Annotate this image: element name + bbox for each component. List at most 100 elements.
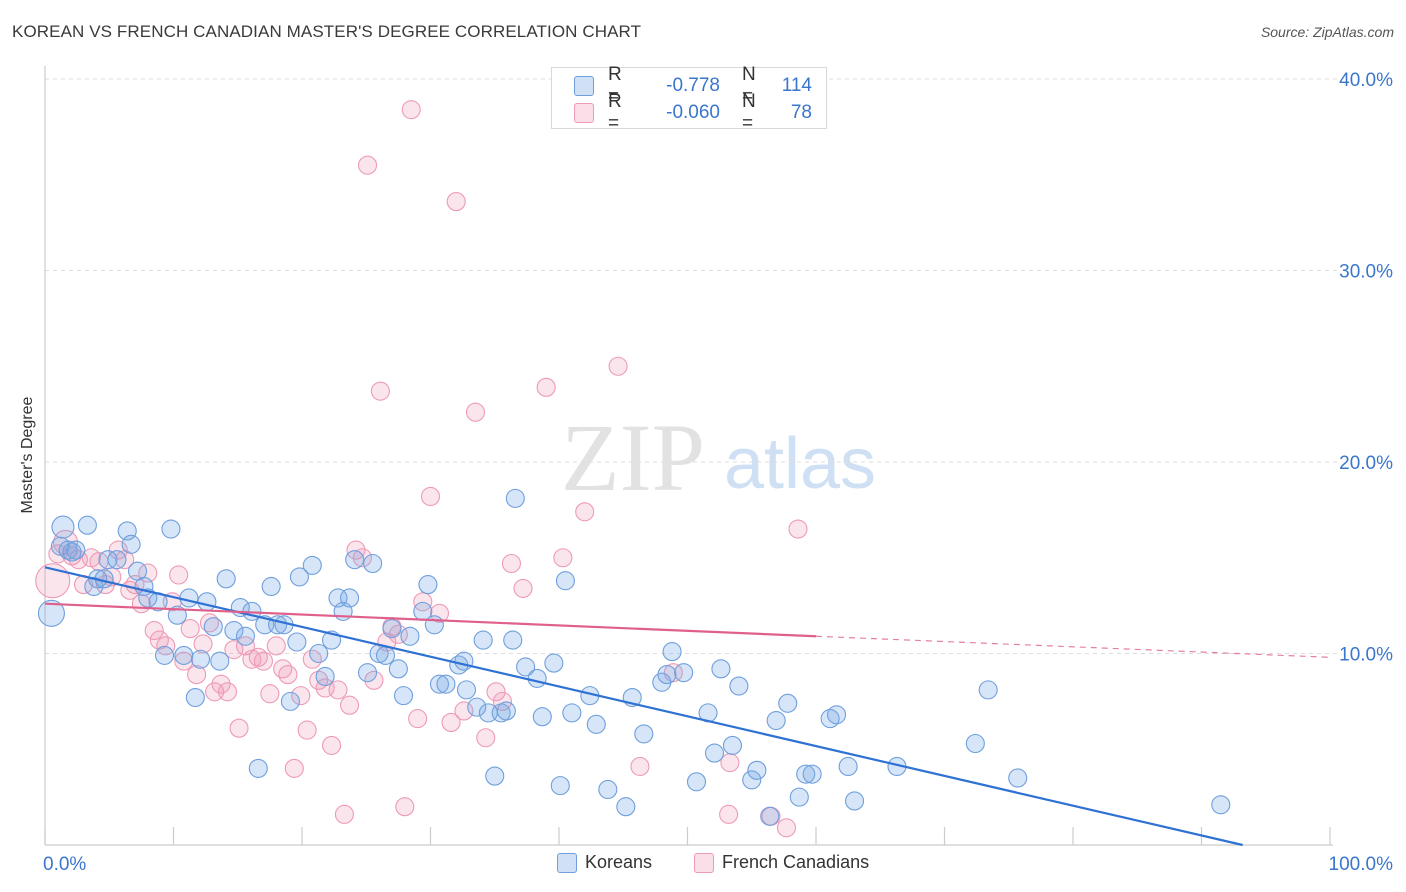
koreans-trend-line: [44, 566, 1243, 847]
french-canadians-point: [108, 540, 128, 560]
koreans-point: [674, 663, 694, 683]
koreans-point: [796, 764, 816, 784]
legend-label: French Canadians: [722, 852, 870, 872]
koreans-point: [838, 756, 858, 777]
french-canadians-point: [413, 592, 433, 612]
koreans-point: [747, 760, 767, 780]
koreans-point: [315, 666, 335, 687]
koreans-point: [363, 553, 383, 574]
french-canadians-point: [273, 659, 293, 679]
french-canadians-swatch: [574, 103, 594, 123]
koreans-point: [197, 592, 217, 612]
french-canadians-point: [334, 804, 354, 824]
legend-item-koreans[interactable]: Koreans: [557, 852, 652, 873]
koreans-point: [345, 550, 365, 570]
koreans-point: [760, 806, 780, 826]
koreans-point: [224, 620, 244, 641]
koreans-point: [778, 693, 798, 713]
n-label: N =: [742, 64, 756, 107]
koreans-point: [429, 674, 450, 694]
koreans-point: [965, 733, 985, 754]
koreans-point: [51, 515, 75, 539]
koreans-point: [1008, 768, 1028, 788]
watermark-atlas: atlas: [724, 424, 876, 504]
koreans-swatch: [574, 76, 594, 96]
n-value: 114: [781, 75, 812, 96]
french-canadians-point: [328, 680, 348, 700]
legend-item-french-canadians[interactable]: French Canadians: [694, 852, 869, 873]
french-canadians-point: [284, 758, 304, 778]
koreans-point: [505, 488, 525, 508]
koreans-point: [185, 687, 205, 708]
french-canadians-point: [224, 640, 244, 660]
french-canadians-point: [720, 753, 740, 773]
french-canadians-point: [322, 735, 342, 755]
axes: [44, 66, 1333, 846]
koreans-point: [203, 617, 223, 637]
koreans-point: [742, 770, 762, 790]
koreans-point: [496, 701, 516, 721]
x-tick-label: 0.0%: [43, 854, 86, 875]
koreans-point: [467, 697, 487, 717]
koreans-point: [287, 632, 307, 652]
french-canadians-point: [297, 720, 317, 740]
koreans-point: [616, 797, 636, 817]
koreans-point: [978, 680, 998, 700]
koreans-point: [167, 605, 187, 625]
watermark: ZIP atlas: [561, 404, 876, 511]
legend-row-koreans: R = -0.778 N = 114: [574, 64, 812, 107]
koreans-point: [190, 649, 211, 669]
koreans-point: [485, 766, 505, 786]
french-canadians-point: [575, 502, 595, 522]
french-canadians-point: [199, 613, 220, 633]
french-canadians-point: [346, 540, 366, 560]
koreans-point: [400, 626, 420, 646]
koreans-point: [555, 571, 575, 591]
french-canadians-point: [260, 684, 280, 704]
r-value: -0.778: [666, 75, 720, 96]
x-tick-label: 100.0%: [1329, 854, 1394, 875]
koreans-swatch: [557, 852, 577, 873]
french-canadians-point: [357, 155, 378, 175]
koreans-point: [657, 665, 677, 685]
french-canadians-point: [536, 377, 556, 397]
koreans-point: [357, 663, 378, 683]
koreans-point: [527, 668, 547, 688]
koreans-point: [66, 540, 86, 560]
french-canadians-point: [339, 695, 360, 715]
koreans-point: [789, 787, 809, 807]
n-value: 78: [790, 102, 812, 123]
koreans-point: [248, 758, 268, 778]
koreans-point: [704, 743, 725, 763]
r-value: -0.060: [666, 102, 720, 123]
koreans-point: [37, 599, 65, 627]
koreans-point: [662, 642, 682, 662]
french-canadians-trend-line: [44, 602, 817, 638]
koreans-point: [827, 705, 847, 725]
koreans-point: [722, 735, 743, 755]
koreans-point: [729, 676, 749, 696]
correlation-legend: R = -0.778 N = 114 R = -0.060 N = 78: [551, 64, 827, 134]
koreans-point: [418, 575, 438, 595]
french-canadians-point: [278, 665, 298, 685]
koreans-point: [586, 714, 606, 734]
legend-label: Koreans: [585, 852, 653, 872]
french-canadians-point: [513, 578, 533, 598]
french-canadians-point: [193, 634, 213, 654]
koreans-point: [210, 651, 230, 671]
koreans-point: [550, 776, 570, 796]
koreans-point: [179, 588, 199, 608]
french-canadians-point: [364, 670, 384, 690]
french-canadians-point: [174, 651, 194, 671]
french-canadians-point: [719, 804, 739, 824]
y-tick-label: 10.0%: [1339, 645, 1393, 666]
koreans-point: [503, 630, 523, 650]
y-tick-label: 20.0%: [1339, 453, 1393, 474]
watermark-zip: ZIP: [561, 404, 705, 511]
koreans-point: [235, 626, 256, 646]
koreans-point: [454, 651, 474, 671]
french-canadians-point: [352, 548, 372, 568]
french-canadians-point: [35, 563, 71, 599]
koreans-point: [766, 710, 786, 731]
koreans-point: [436, 674, 456, 694]
